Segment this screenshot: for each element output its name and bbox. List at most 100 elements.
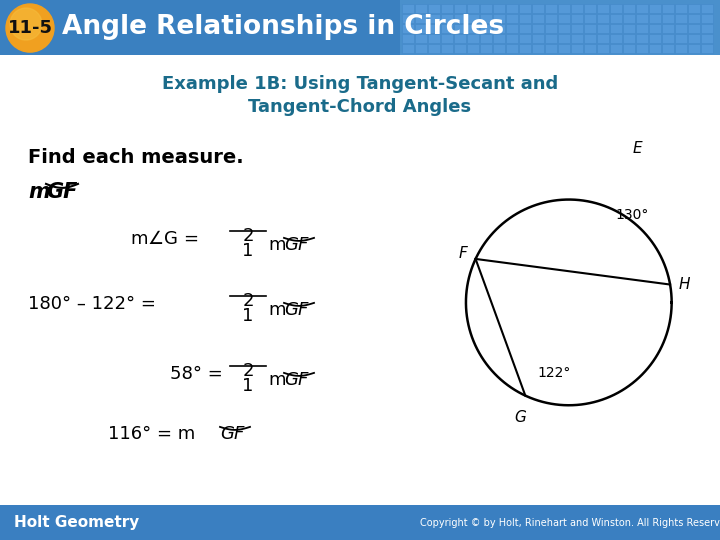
Text: GF: GF [46,182,77,202]
Bar [506,44,518,53]
Bar [571,4,583,13]
Bar [402,44,414,53]
Bar [584,14,596,23]
Bar [623,34,635,43]
Bar [415,44,427,53]
Bar [636,14,648,23]
Bar [402,24,414,33]
Text: 2: 2 [242,362,253,380]
Bar [701,14,713,23]
Bar [649,44,661,53]
Text: GF: GF [284,301,308,319]
Bar [519,14,531,23]
Text: 122°: 122° [538,366,571,380]
Text: G: G [514,410,526,425]
Bar [662,24,674,33]
Bar [675,14,687,23]
Bar [441,44,453,53]
Bar [584,4,596,13]
Text: m: m [268,301,286,319]
Text: 2: 2 [242,227,253,245]
Bar [493,14,505,23]
Bar [480,44,492,53]
Bar [402,4,414,13]
Bar [467,14,479,23]
Bar [545,4,557,13]
Bar [623,14,635,23]
Bar [454,14,466,23]
Text: Tangent-Chord Angles: Tangent-Chord Angles [248,98,472,116]
Text: Copyright © by Holt, Rinehart and Winston. All Rights Reserved.: Copyright © by Holt, Rinehart and Winsto… [420,518,720,528]
Bar [519,4,531,13]
Text: 58° =: 58° = [170,365,222,383]
Bar [467,44,479,53]
Bar [493,4,505,13]
Bar [558,14,570,23]
Bar [558,24,570,33]
Bar [467,4,479,13]
Bar [532,4,544,13]
Text: m: m [268,371,286,389]
Bar [688,44,700,53]
Bar [428,34,440,43]
Bar [480,4,492,13]
Bar [636,34,648,43]
Circle shape [6,4,54,52]
Bar [597,14,609,23]
Bar [428,14,440,23]
Bar [532,34,544,43]
Bar [675,44,687,53]
Text: Example 1B: Using Tangent-Secant and: Example 1B: Using Tangent-Secant and [162,75,558,93]
Bar [428,4,440,13]
Bar [623,44,635,53]
Text: GF: GF [220,425,244,443]
Text: 1: 1 [243,377,253,395]
Bar [571,24,583,33]
Bar [558,4,570,13]
Text: H: H [678,277,690,292]
Text: 2: 2 [242,292,253,310]
Bar [688,24,700,33]
Bar [506,4,518,13]
Bar [415,4,427,13]
Bar [467,24,479,33]
Text: 130°: 130° [615,208,649,222]
Bar [454,24,466,33]
Bar [480,34,492,43]
Bar [584,24,596,33]
Text: Find each measure.: Find each measure. [28,148,243,167]
Bar [493,24,505,33]
Text: Angle Relationships in Circles: Angle Relationships in Circles [62,14,504,40]
Bar [467,34,479,43]
Text: E: E [633,140,642,156]
Bar [441,14,453,23]
Bar [558,34,570,43]
Text: GF: GF [284,371,308,389]
Bar [519,44,531,53]
Bar [506,24,518,33]
Bar [441,34,453,43]
Text: 11-5: 11-5 [7,19,53,37]
Bar [649,14,661,23]
Bar [701,44,713,53]
Bar [649,24,661,33]
Bar [519,34,531,43]
Bar [597,44,609,53]
Bar [532,24,544,33]
Bar [532,14,544,23]
Bar [688,14,700,23]
Bar [454,44,466,53]
Bar [480,14,492,23]
Bar [701,24,713,33]
Bar [636,44,648,53]
Bar [701,34,713,43]
Bar [415,14,427,23]
Bar [493,34,505,43]
Bar [636,4,648,13]
Bar [610,4,622,13]
Bar [506,34,518,43]
Bar [610,14,622,23]
Bar [493,44,505,53]
Bar [506,14,518,23]
Bar [662,44,674,53]
